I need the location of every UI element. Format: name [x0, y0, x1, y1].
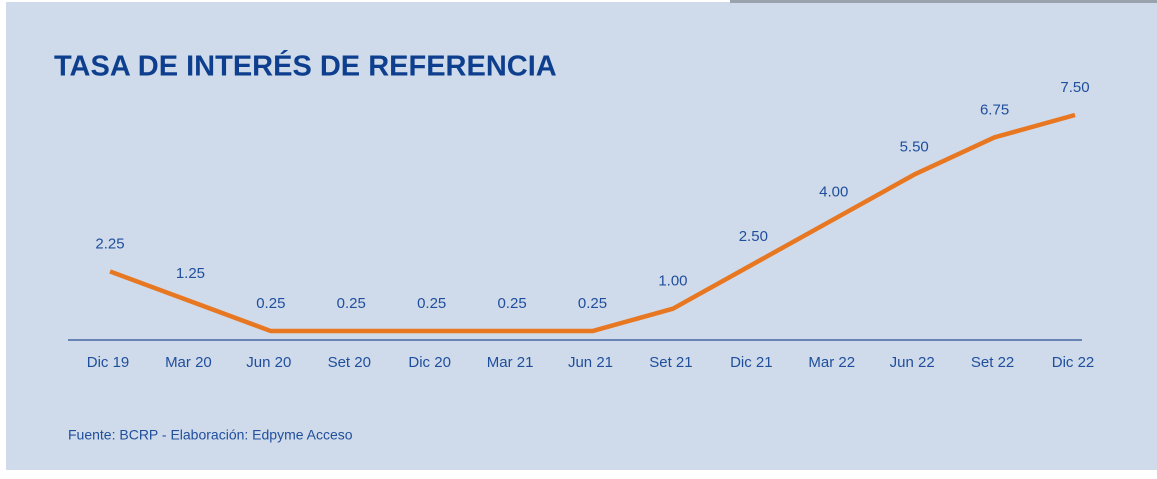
value-label: 6.75: [980, 101, 1009, 118]
x-tick-label: Dic 20: [408, 354, 451, 371]
value-label: 1.25: [176, 265, 205, 282]
value-label: 5.50: [900, 139, 929, 156]
photo-edge: [730, 0, 1157, 3]
x-tick-label: Dic 19: [87, 354, 130, 371]
value-label: 0.25: [417, 295, 446, 312]
value-label: 0.25: [256, 295, 285, 312]
x-tick-label: Mar 21: [487, 354, 534, 371]
value-label: 7.50: [1060, 79, 1089, 96]
x-tick-label: Mar 22: [808, 354, 855, 371]
x-tick-label: Jun 22: [890, 354, 935, 371]
x-tick-label: Jun 20: [246, 354, 291, 371]
value-label: 4.00: [819, 183, 848, 200]
value-label: 2.25: [95, 235, 124, 252]
value-label: 1.00: [658, 273, 687, 290]
source-note: Fuente: BCRP - Elaboración: Edpyme Acces…: [68, 427, 353, 443]
chart-title: TASA DE INTERÉS DE REFERENCIA: [54, 49, 557, 83]
value-label: 2.50: [739, 228, 768, 245]
x-tick-label: Jun 21: [568, 354, 613, 371]
value-label: 0.25: [578, 295, 607, 312]
data-line: [109, 112, 1076, 334]
x-tick-label: Set 22: [971, 354, 1014, 371]
x-tick-label: Dic 21: [730, 354, 773, 371]
x-tick-label: Dic 22: [1052, 354, 1095, 371]
x-tick-label: Mar 20: [165, 354, 212, 371]
value-label: 0.25: [497, 295, 526, 312]
x-tick-label: Set 21: [649, 354, 692, 371]
value-label: 0.25: [337, 295, 366, 312]
panel: [6, 2, 1157, 470]
x-tick-label: Set 20: [328, 354, 371, 371]
